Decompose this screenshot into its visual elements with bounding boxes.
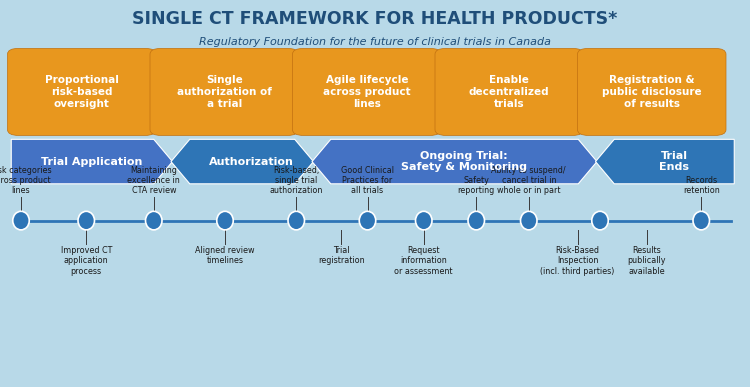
Text: Aligned review
timelines: Aligned review timelines xyxy=(195,246,255,265)
Ellipse shape xyxy=(78,211,94,230)
Text: Results
publically
available: Results publically available xyxy=(627,246,666,276)
Text: Maintaining
excellence in
CTA review: Maintaining excellence in CTA review xyxy=(128,166,180,195)
Ellipse shape xyxy=(146,211,162,230)
Polygon shape xyxy=(171,139,314,184)
Text: Risk categories
across product
lines: Risk categories across product lines xyxy=(0,166,52,195)
Text: Risk-Based
Inspection
(incl. third parties): Risk-Based Inspection (incl. third parti… xyxy=(540,246,615,276)
Ellipse shape xyxy=(592,211,608,230)
Ellipse shape xyxy=(288,211,304,230)
Text: Ongoing Trial:
Safety & Monitoring: Ongoing Trial: Safety & Monitoring xyxy=(400,151,526,172)
Ellipse shape xyxy=(416,211,432,230)
Text: Risk-based,
single trial
authorization: Risk-based, single trial authorization xyxy=(269,166,323,195)
Text: Regulatory Foundation for the future of clinical trials in Canada: Regulatory Foundation for the future of … xyxy=(199,37,551,47)
Text: Registration &
public disclosure
of results: Registration & public disclosure of resu… xyxy=(602,75,701,108)
Text: SINGLE CT FRAMEWORK FOR HEALTH PRODUCTS*: SINGLE CT FRAMEWORK FOR HEALTH PRODUCTS* xyxy=(132,10,618,28)
FancyBboxPatch shape xyxy=(8,48,156,135)
Text: Enable
decentralized
trials: Enable decentralized trials xyxy=(469,75,550,108)
Polygon shape xyxy=(11,139,173,184)
Ellipse shape xyxy=(520,211,537,230)
FancyBboxPatch shape xyxy=(150,48,298,135)
Text: Authorization: Authorization xyxy=(209,157,294,166)
Text: Improved CT
application
process: Improved CT application process xyxy=(61,246,112,276)
FancyBboxPatch shape xyxy=(292,48,441,135)
Ellipse shape xyxy=(693,211,709,230)
Ellipse shape xyxy=(13,211,29,230)
FancyBboxPatch shape xyxy=(435,48,584,135)
Ellipse shape xyxy=(359,211,376,230)
Text: Good Clinical
Practices for
all trials: Good Clinical Practices for all trials xyxy=(341,166,394,195)
Text: Safety
reporting: Safety reporting xyxy=(458,176,495,195)
Text: Request
information
or assessment: Request information or assessment xyxy=(394,246,453,276)
Polygon shape xyxy=(596,139,734,184)
Ellipse shape xyxy=(468,211,484,230)
Polygon shape xyxy=(312,139,597,184)
FancyBboxPatch shape xyxy=(578,48,726,135)
Text: Proportional
risk-based
oversight: Proportional risk-based oversight xyxy=(45,75,118,108)
Text: Records
retention: Records retention xyxy=(682,176,720,195)
Ellipse shape xyxy=(217,211,233,230)
Text: Single
authorization of
a trial: Single authorization of a trial xyxy=(177,75,272,108)
Text: Agile lifecycle
across product
lines: Agile lifecycle across product lines xyxy=(323,75,410,108)
Text: Ability to suspend/
cancel trial in
whole or in part: Ability to suspend/ cancel trial in whol… xyxy=(491,166,566,195)
Text: Trial Application: Trial Application xyxy=(41,157,142,166)
Text: Trial
Ends: Trial Ends xyxy=(659,151,689,172)
Text: Trial
registration: Trial registration xyxy=(318,246,364,265)
